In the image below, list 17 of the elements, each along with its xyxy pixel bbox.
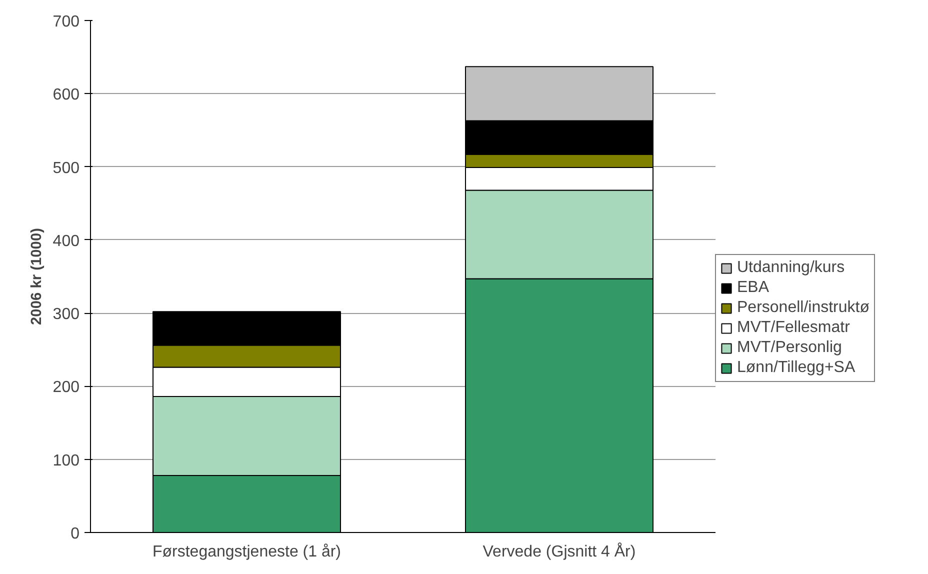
x-tick-label: Vervede (Gjsnitt 4 År): [482, 542, 636, 560]
y-tick-label: 100: [52, 452, 80, 470]
legend-label: Personell/instruktø: [737, 299, 870, 317]
y-tick-label: 600: [52, 86, 80, 104]
y-tick-label: 0: [70, 526, 80, 542]
y-tick-label: 700: [52, 14, 80, 30]
legend-label: Lønn/Tillegg+SA: [737, 359, 856, 377]
y-axis-title: 2006 kr (1000): [28, 228, 45, 325]
y-tick-label: 500: [52, 160, 80, 177]
legend-label: MVT/Fellesmatr: [737, 319, 850, 337]
legend-label: MVT/Personlig: [737, 339, 842, 357]
legend-label: Utdanning/kurs: [737, 259, 845, 277]
y-tick-label: 400: [52, 232, 80, 250]
x-tick-label: Førstegangstjeneste (1 år): [152, 544, 342, 560]
legend-label: EBA: [737, 279, 770, 297]
y-tick-label: 200: [52, 379, 80, 396]
y-tick-label: 300: [52, 306, 80, 324]
